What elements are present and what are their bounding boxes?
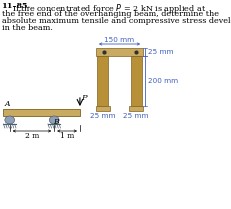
Bar	[95, 48, 143, 56]
Text: A: A	[4, 100, 10, 108]
Text: the free end of the overhanging beam, determine the: the free end of the overhanging beam, de…	[2, 9, 218, 18]
Bar	[129, 106, 143, 111]
Ellipse shape	[5, 116, 15, 124]
Text: 25 mm: 25 mm	[147, 49, 173, 55]
Bar	[95, 106, 109, 111]
Bar	[130, 56, 141, 106]
Text: 150 mm: 150 mm	[104, 37, 134, 43]
Bar	[97, 56, 108, 106]
Text: If the concentrated force $P$ = 2 kN is applied at: If the concentrated force $P$ = 2 kN is …	[12, 2, 205, 15]
Text: 25 mm: 25 mm	[90, 113, 115, 119]
Text: P: P	[81, 94, 86, 102]
Text: 25 mm: 25 mm	[123, 113, 148, 119]
Bar	[3, 109, 79, 116]
Text: 2 m: 2 m	[25, 133, 39, 140]
Text: in the beam.: in the beam.	[2, 24, 53, 33]
Ellipse shape	[49, 116, 59, 124]
Text: 11–85.: 11–85.	[2, 2, 31, 10]
Text: 1 m: 1 m	[60, 133, 74, 140]
Text: absolute maximum tensile and compressive stress developed: absolute maximum tensile and compressive…	[2, 17, 231, 25]
Text: 200 mm: 200 mm	[147, 78, 177, 84]
Text: B: B	[53, 118, 58, 126]
